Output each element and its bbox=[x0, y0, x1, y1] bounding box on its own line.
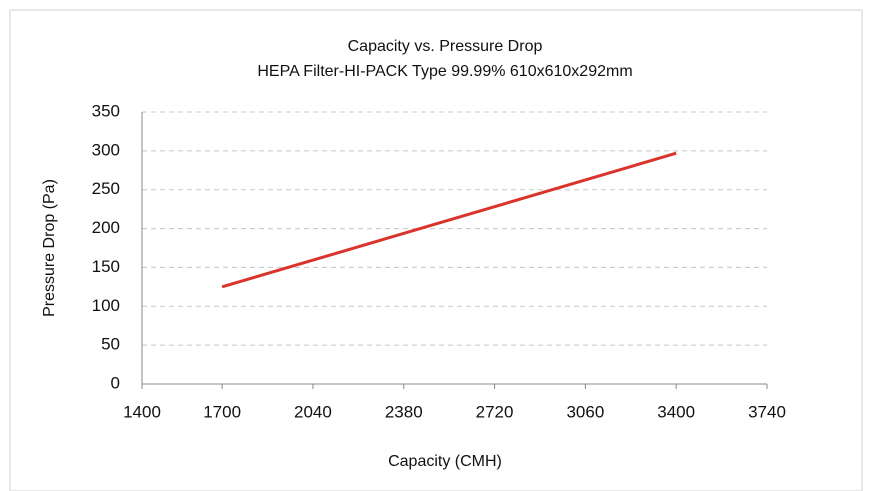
y-tick-label: 150 bbox=[92, 257, 120, 276]
x-tick-label: 1700 bbox=[203, 402, 241, 421]
chart-frame bbox=[9, 9, 863, 491]
data-line bbox=[221, 151, 677, 289]
x-tick-label: 1400 bbox=[123, 402, 161, 421]
x-tick-label: 3060 bbox=[566, 402, 604, 421]
chart-title: Capacity vs. Pressure Drop bbox=[348, 38, 543, 55]
y-tick-label: 350 bbox=[92, 101, 120, 120]
y-tick-label: 200 bbox=[92, 218, 120, 237]
y-tick-label: 250 bbox=[92, 179, 120, 198]
chart-subtitle: HEPA Filter-HI-PACK Type 99.99% 610x610x… bbox=[257, 63, 632, 80]
y-tick-label: 100 bbox=[92, 296, 120, 315]
x-tick-label: 2720 bbox=[476, 402, 514, 421]
x-axis-label: Capacity (CMH) bbox=[388, 453, 502, 470]
y-tick-label: 50 bbox=[101, 335, 120, 354]
y-tick-label: 300 bbox=[92, 140, 120, 159]
x-tick-label: 3400 bbox=[657, 402, 695, 421]
x-tick-label: 2040 bbox=[294, 402, 332, 421]
x-tick-label: 3740 bbox=[748, 402, 786, 421]
x-tick-label: 2380 bbox=[385, 402, 423, 421]
y-axis-label: Pressure Drop (Pa) bbox=[41, 179, 58, 317]
y-tick-label: 0 bbox=[111, 373, 120, 392]
